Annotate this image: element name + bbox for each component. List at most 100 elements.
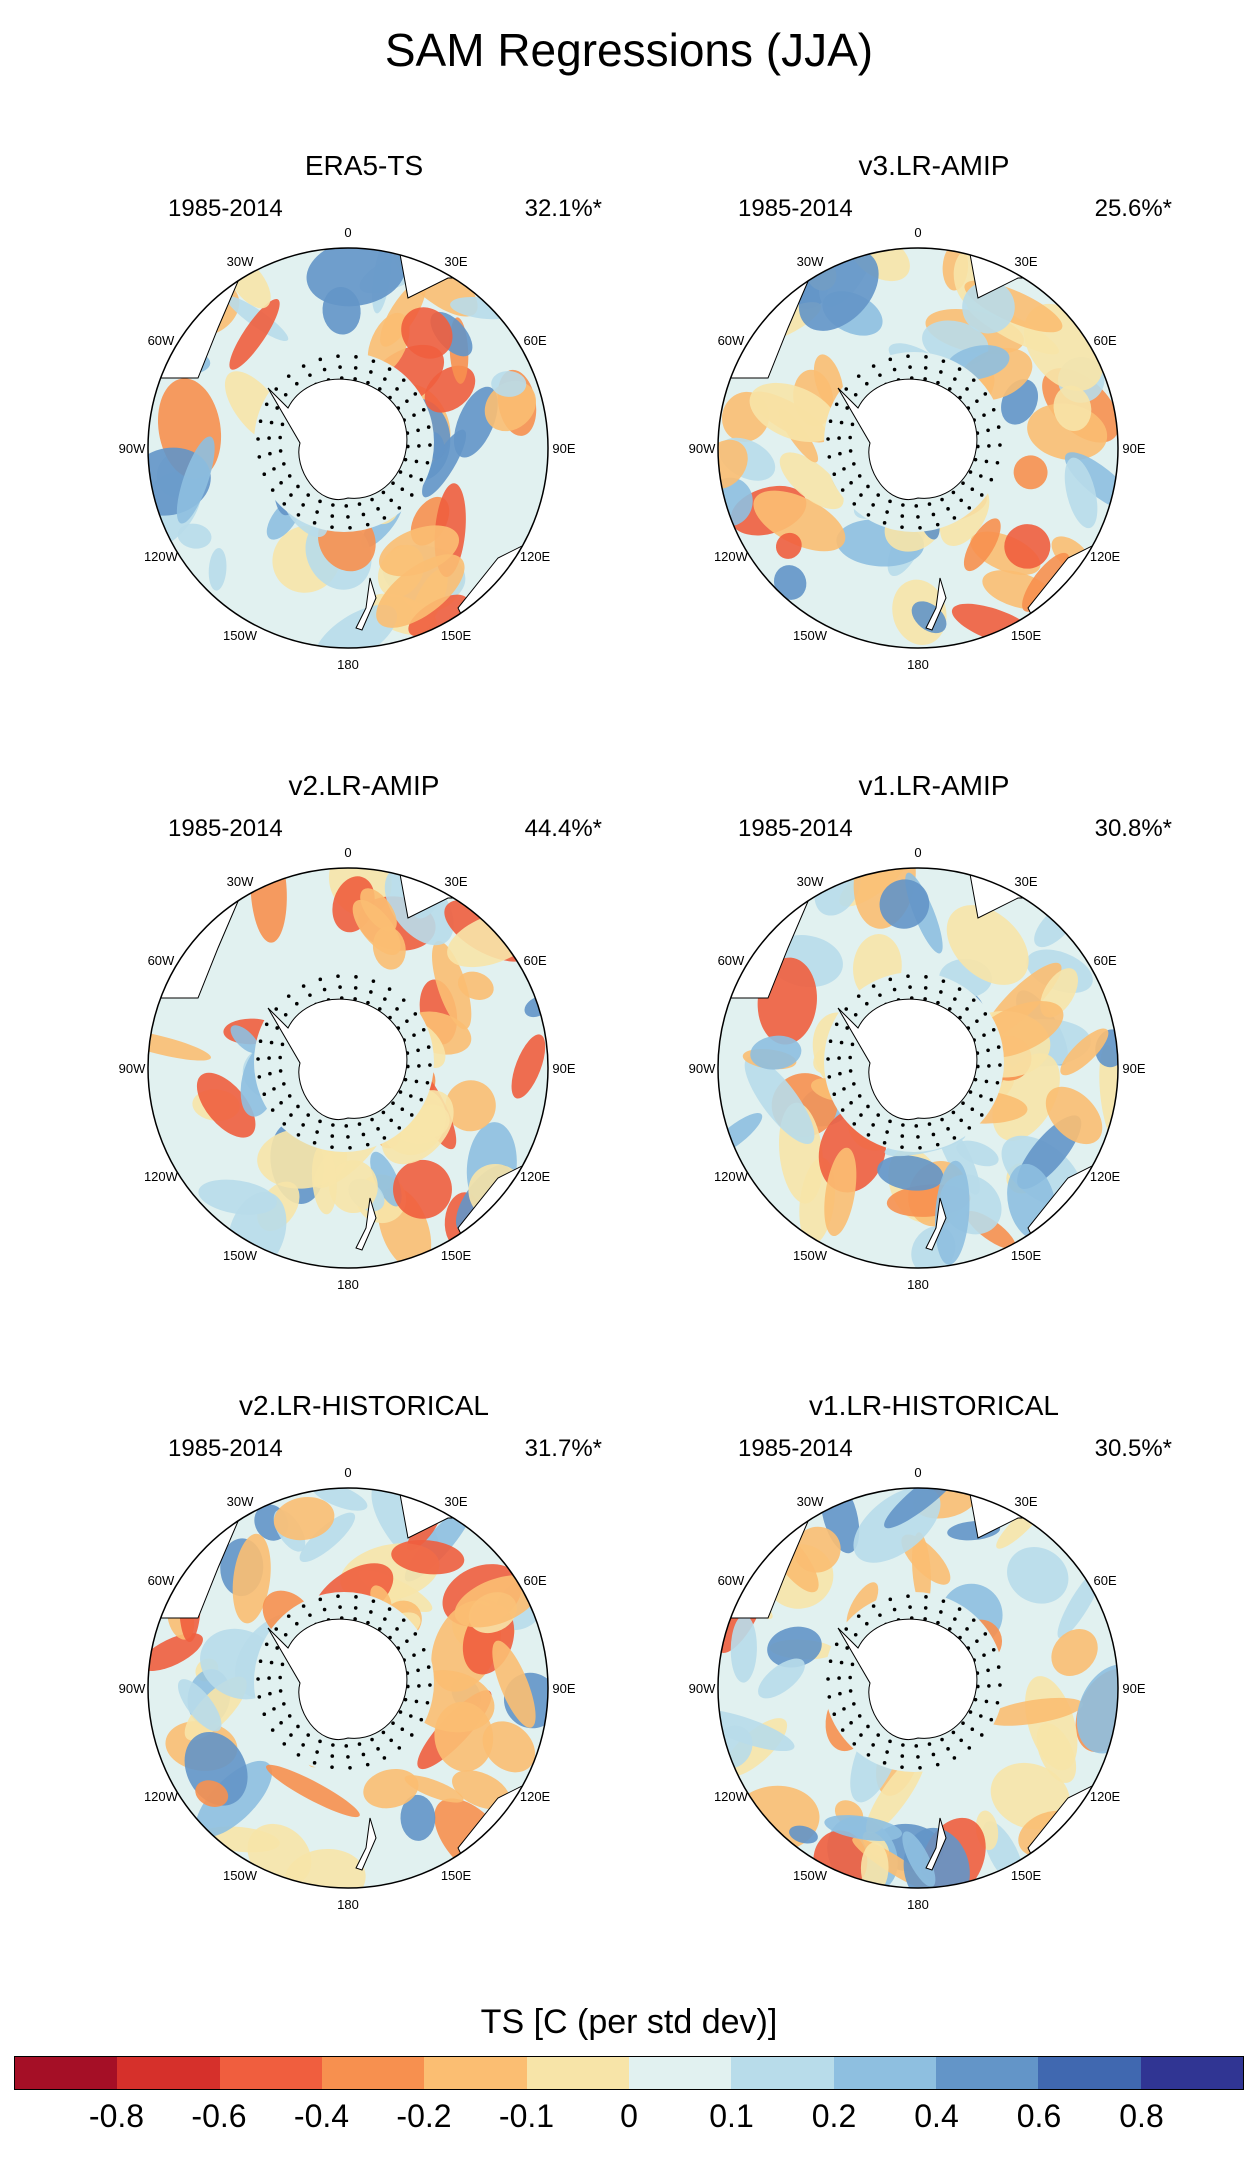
stipple-dot [426, 425, 431, 429]
stipple-dot [275, 1026, 279, 1030]
stipple-dot [979, 1714, 983, 1718]
longitude-label: 150W [223, 628, 258, 643]
colorbar-tick-label: -0.4 [293, 2098, 350, 2134]
colorbar-cell [117, 2057, 220, 2089]
stipple-dot [361, 512, 366, 517]
anomaly-patch [393, 1159, 452, 1219]
stipple-dot [900, 525, 904, 529]
stipple-dot [996, 425, 1001, 429]
anomaly-patch [860, 1842, 889, 1888]
anomaly-patch [482, 1721, 536, 1773]
anomaly-patch [352, 899, 401, 956]
anomaly-patch [1004, 524, 1051, 569]
stipple-dot [417, 444, 421, 448]
stipple-dot [426, 1665, 431, 1669]
stipple-dot [888, 1597, 893, 1602]
colorbar-tick-label: 0 [620, 2098, 638, 2134]
stipple-dot [282, 1082, 286, 1086]
colorbar-cell [731, 2057, 834, 2089]
stipple-dot [946, 507, 950, 511]
colorbar-tick-label: 0.6 [1016, 2098, 1062, 2134]
stipple-dot [970, 1107, 975, 1111]
stipple-dot [405, 1019, 409, 1023]
stipple-dot [306, 1113, 311, 1117]
stipple-dot [918, 525, 922, 530]
stipple-dot [923, 986, 928, 990]
stipple-dot [901, 503, 905, 507]
stipple-dot [398, 1090, 403, 1094]
stipple-dot [840, 488, 845, 492]
map-border [717, 867, 1119, 1269]
stipple-dot [839, 1040, 844, 1045]
stipple-dot [428, 443, 432, 447]
stipple-dot [421, 1647, 426, 1652]
stipple-dot [885, 1130, 889, 1134]
stipple-dot [338, 985, 342, 989]
stipple-dot [959, 1118, 963, 1123]
stipple-dot [961, 1101, 965, 1105]
stipple-dot [848, 449, 853, 453]
polar-map: 0 30E 60E 90E 120E 150E 180 150W 120W 90W 60W 30W [689, 845, 1146, 1292]
stipple-dot [941, 359, 946, 363]
stipple-dot [354, 1595, 358, 1599]
stipple-dot [258, 1039, 263, 1043]
stipple-dot [952, 516, 957, 520]
stipple-dot [391, 1101, 395, 1105]
stipple-dot [330, 1765, 334, 1769]
stipple-dot [832, 472, 837, 477]
stipple-dot [940, 1117, 944, 1122]
stipple-dot [837, 1676, 841, 1680]
stipple-dot [967, 1126, 972, 1130]
stipple-dot [366, 380, 370, 385]
stipple-dot [918, 1145, 922, 1150]
stipple-dot [940, 497, 944, 502]
anomaly-patch [432, 940, 472, 1030]
stipple-dot [395, 1007, 399, 1011]
stipple-dot [412, 413, 416, 417]
anomaly-patch [824, 1147, 857, 1237]
continent [925, 1817, 947, 1871]
stipple-dot [940, 1737, 944, 1742]
stipple-dot [301, 503, 305, 507]
anomaly-patch [767, 1626, 822, 1668]
anomaly-patch [329, 1160, 378, 1214]
stipple-dot [850, 1042, 855, 1047]
stipple-dot [318, 499, 322, 504]
panel-title: v3.LR-AMIP [858, 150, 1010, 181]
stipple-dot [331, 503, 335, 507]
anomaly-patch [266, 1764, 360, 1818]
panel-period: 1985-2014 [738, 195, 853, 222]
longitude-label: 150W [793, 1248, 828, 1263]
stipple-dot [888, 1739, 892, 1744]
anomaly-patch [176, 436, 215, 524]
stipple-dot [849, 1721, 853, 1725]
stipple-dot [906, 1594, 910, 1599]
anomaly-patch [177, 523, 212, 549]
longitude-label: 150W [793, 1868, 828, 1883]
longitude-label: 180 [337, 1897, 359, 1912]
stipple-dot [845, 406, 849, 410]
stipple-dot [389, 1118, 393, 1123]
stipple-dot [982, 1033, 986, 1037]
antarctica [837, 1618, 978, 1741]
longitude-label: 120E [520, 549, 551, 564]
antarctica [267, 998, 408, 1121]
stipple-dot [946, 1127, 950, 1131]
stipple-dot [852, 1082, 856, 1086]
longitude-label: 120W [144, 1169, 179, 1184]
colorbar [14, 2056, 1244, 2090]
longitude-label: 150E [441, 1248, 472, 1263]
stipple-dot [274, 1007, 279, 1011]
longitude-label: 180 [907, 657, 929, 672]
map-panel: 0 30E 60E 90E 120E 150E 180 150W 120W 90W 60W 30W ER… [64, 148, 664, 768]
stipple-dot [322, 367, 327, 372]
longitude-label: 60W [718, 333, 745, 348]
stipple-dot [331, 1123, 335, 1127]
stipple-dot [382, 516, 387, 520]
stipple-dot [927, 1122, 932, 1126]
map-border [147, 1487, 549, 1889]
stipple-dot [330, 514, 335, 518]
stipple-dot [885, 510, 889, 514]
anomaly-patch [902, 1831, 936, 1887]
stipple-dot [301, 364, 306, 368]
